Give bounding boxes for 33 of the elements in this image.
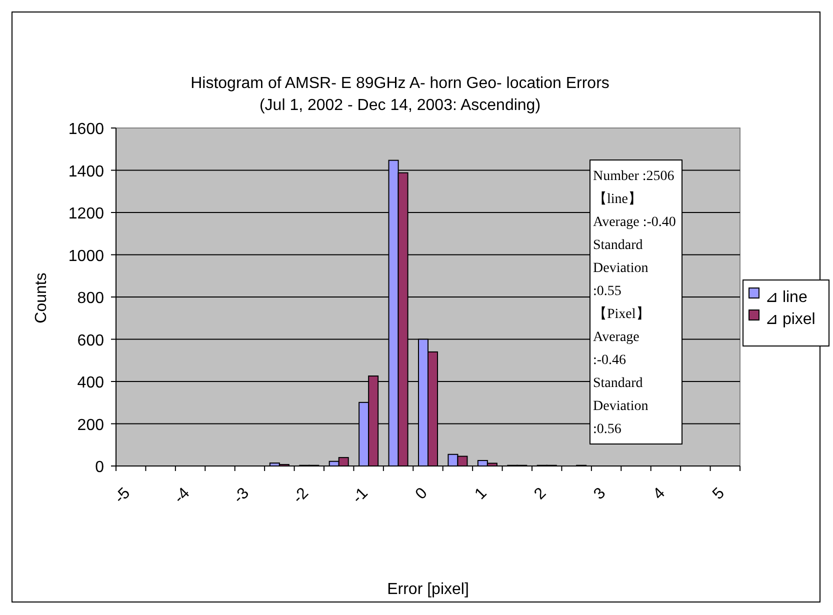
x-tick-label: 1 (472, 484, 490, 504)
legend-label: ⊿ line (765, 289, 808, 306)
x-tick-label: -5 (112, 484, 134, 507)
annotation: 【Pixel】 (593, 306, 650, 322)
annotation: 【line】 (593, 191, 642, 207)
y-tick-label: 1400 (68, 163, 104, 180)
chart-title: Histogram of AMSR- E 89GHz A- horn Geo- location Errors (190, 75, 610, 92)
annotation: Average :-0.46 (593, 330, 640, 368)
x-tick-label: -3 (230, 484, 253, 507)
annotation: Number :2506 (593, 169, 674, 184)
x-tick-label: 0 (412, 484, 431, 504)
annotation: Average :-0.40 (593, 215, 676, 230)
x-tick-label: 5 (710, 484, 728, 504)
y-tick-label: 400 (77, 374, 104, 392)
legend-label: ⊿ pixel (765, 311, 816, 328)
y-tick-label: 1000 (68, 248, 104, 265)
annotation: Standard Deviation :0.56 (593, 376, 648, 437)
x-tick-label: 4 (650, 484, 669, 504)
y-axis-title: Counts (33, 272, 50, 324)
x-axis-title: Error [pixel] (387, 581, 469, 598)
x-tick-label: -2 (290, 484, 312, 507)
x-tick-label: 3 (590, 484, 610, 504)
y-tick-label: 1200 (68, 206, 104, 222)
x-tick-label: 2 (531, 484, 550, 504)
chart-subtitle: (Jul 1, 2002 - Dec 14, 2003: Ascending) (259, 97, 541, 114)
x-tick-label: -4 (171, 484, 194, 507)
y-tick-label: 200 (77, 416, 104, 434)
x-tick-label: -1 (349, 484, 372, 507)
annotation: Standard Deviation :0.55 (593, 238, 648, 299)
y-tick-label: 800 (77, 290, 104, 307)
y-tick-label: 0 (95, 459, 104, 476)
y-tick-label: 600 (77, 332, 104, 350)
y-tick-label: 1600 (68, 121, 104, 138)
